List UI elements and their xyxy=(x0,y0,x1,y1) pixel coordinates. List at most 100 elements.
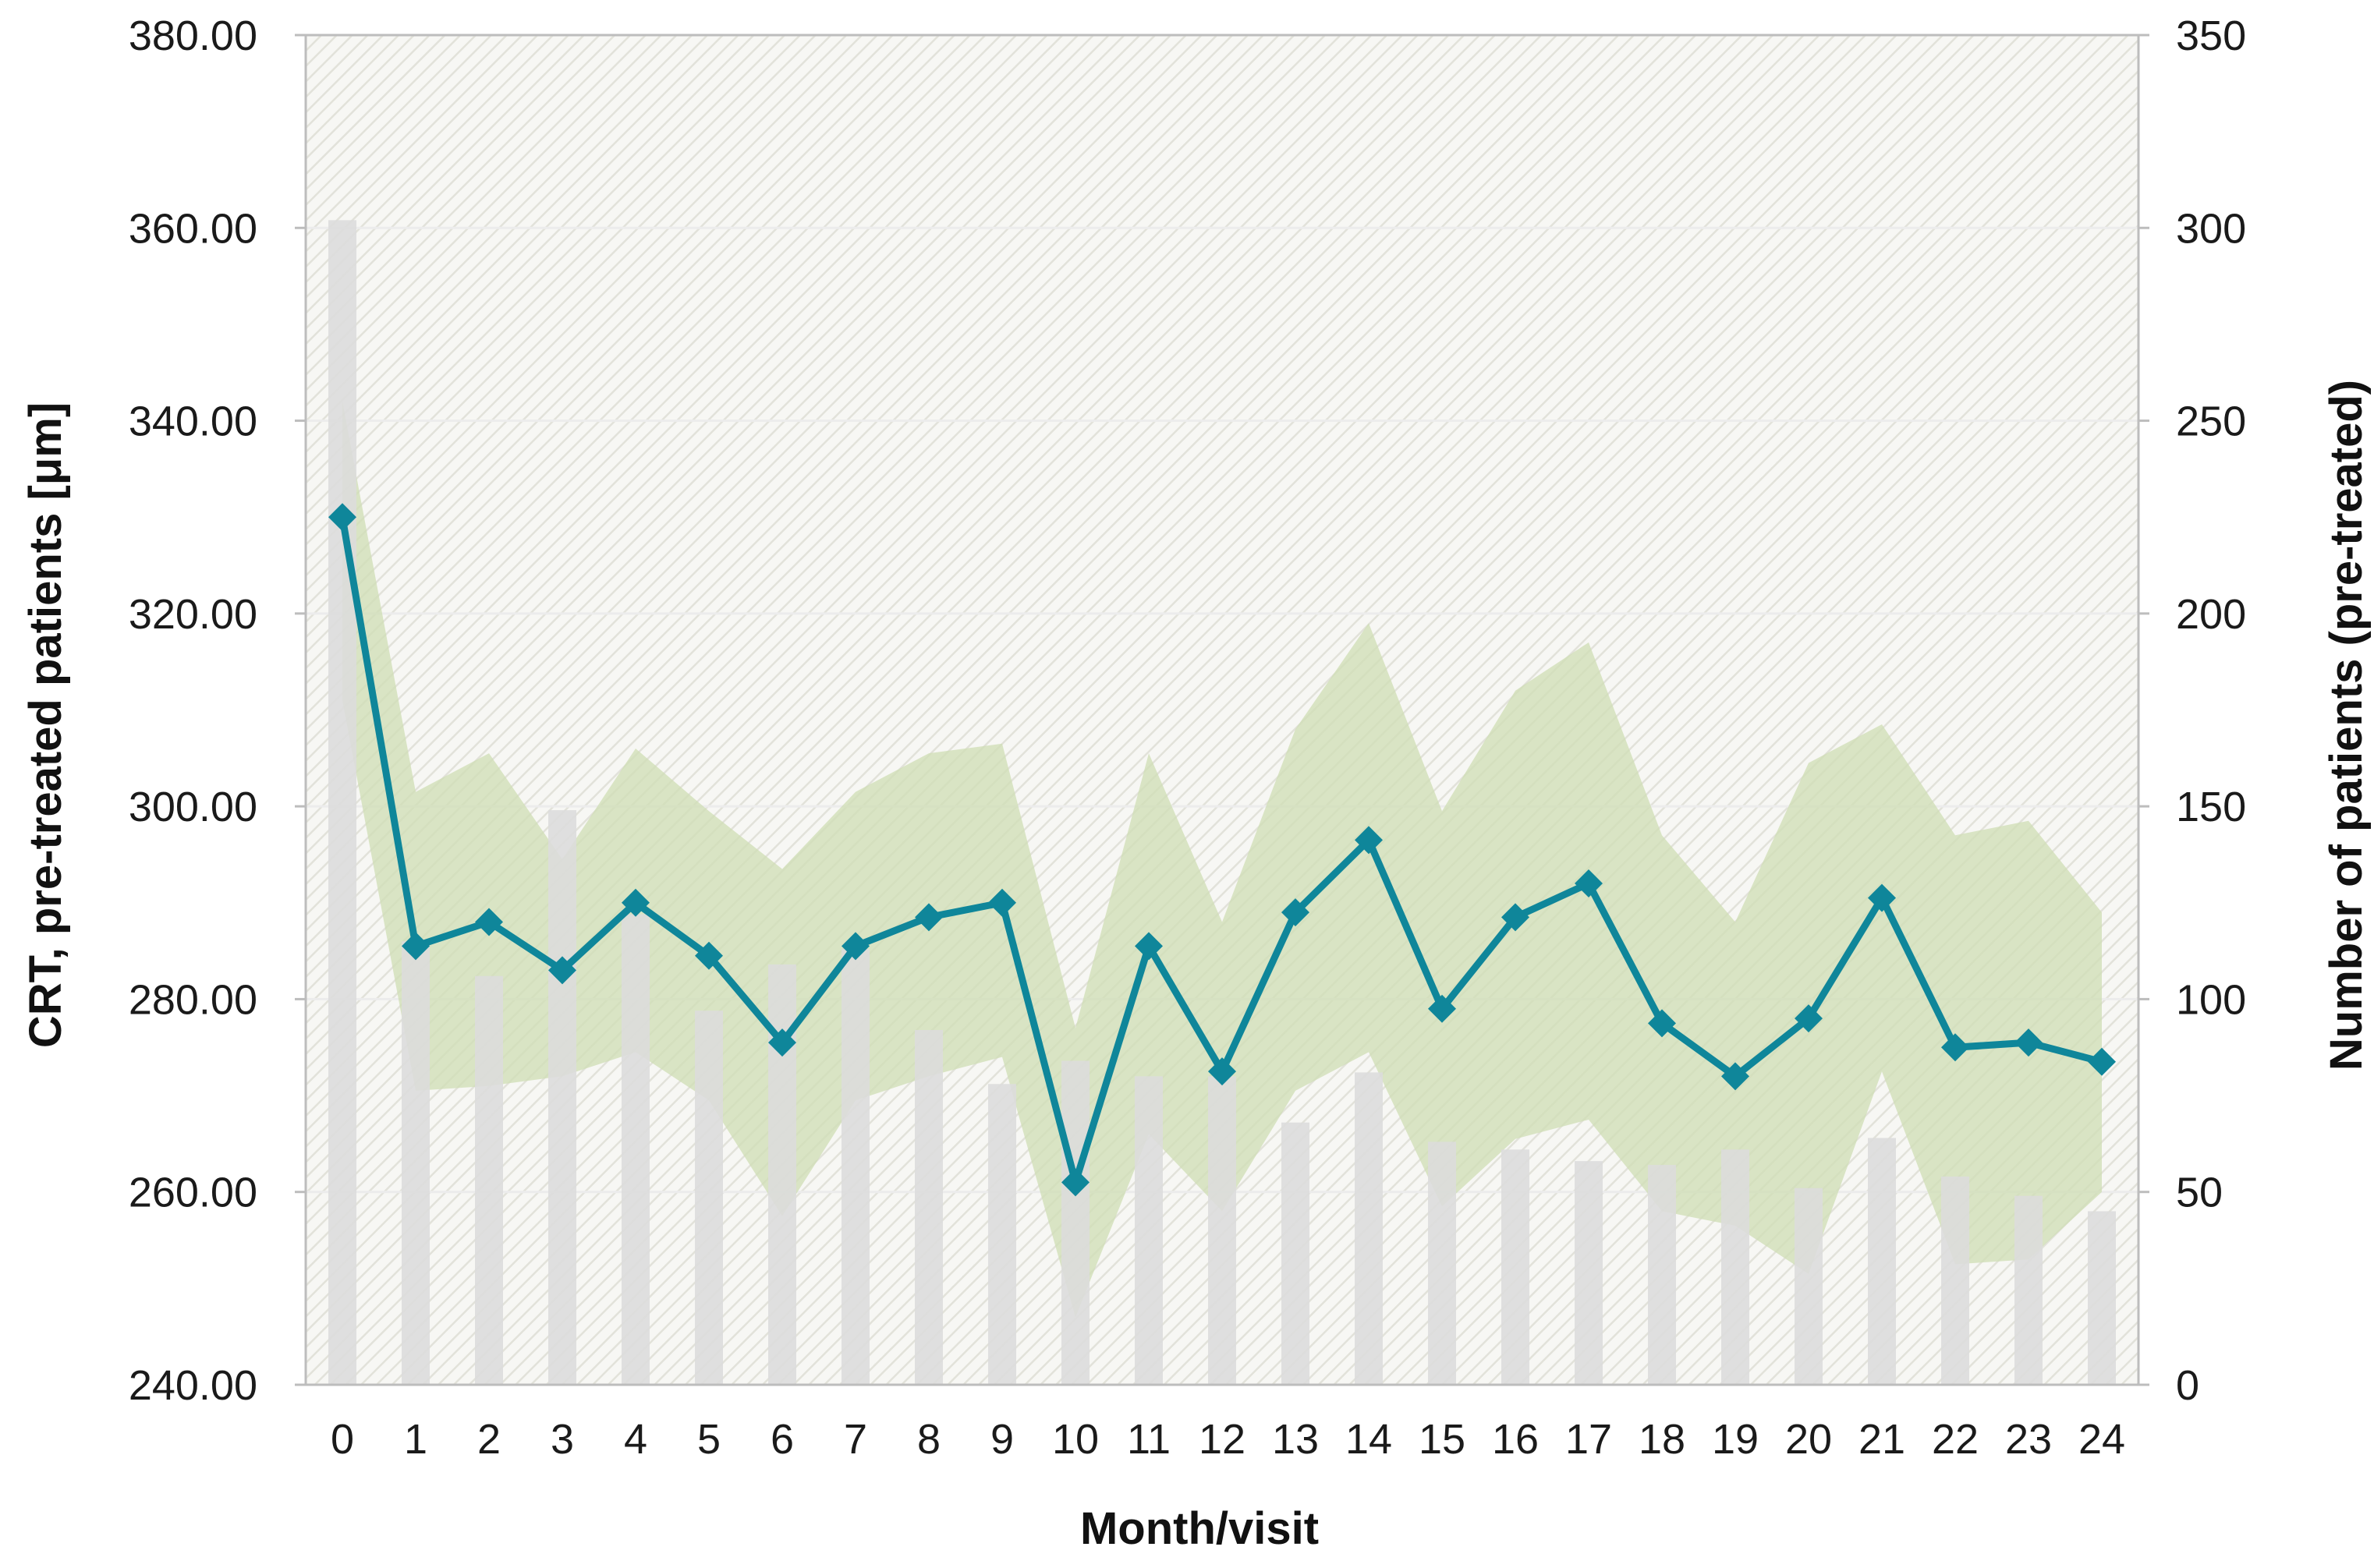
x-tick-label: 2 xyxy=(477,1416,501,1463)
x-tick-label: 5 xyxy=(697,1416,721,1463)
right-tick-label: 100 xyxy=(2176,976,2246,1023)
point-marker xyxy=(1648,1009,1676,1038)
left-tick-label: 280.00 xyxy=(129,976,257,1023)
point-marker xyxy=(1941,1033,1969,1062)
x-tick-label: 16 xyxy=(1492,1416,1539,1463)
point-marker xyxy=(2014,1028,2043,1057)
x-tick-label: 3 xyxy=(551,1416,574,1463)
bar xyxy=(1941,1176,1969,1385)
point-marker xyxy=(1795,1004,1823,1033)
right-tick-label: 50 xyxy=(2176,1170,2223,1216)
bar xyxy=(1721,1149,1749,1385)
x-tick-label: 6 xyxy=(771,1416,794,1463)
bar xyxy=(1135,1076,1163,1385)
left-tick-label: 260.00 xyxy=(129,1170,257,1216)
x-tick-label: 11 xyxy=(1127,1416,1171,1463)
point-marker xyxy=(328,503,356,532)
bar xyxy=(1575,1161,1603,1385)
bar xyxy=(548,810,576,1385)
point-marker xyxy=(915,903,943,932)
point-marker xyxy=(475,908,503,936)
x-tick-label: 12 xyxy=(1199,1416,1245,1463)
left-axis-ticks: 240.00 260.00 280.00 300.00 320.00 340.00 360.… xyxy=(129,12,306,1409)
bar xyxy=(915,1029,943,1385)
point-marker xyxy=(2088,1047,2116,1076)
point-marker xyxy=(1721,1062,1749,1091)
bar xyxy=(695,1011,723,1385)
bar xyxy=(2088,1211,2116,1385)
x-tick-label: 1 xyxy=(404,1416,427,1463)
x-tick-label: 4 xyxy=(624,1416,647,1463)
left-tick-label: 340.00 xyxy=(129,398,257,445)
x-axis-ticks: 0 1 2 3 4 5 6 7 8 9 10 11 12 13 14 15 16 17 18 19 20 21 22 23 24 xyxy=(331,1416,2125,1463)
point-marker xyxy=(402,932,430,961)
bar xyxy=(328,220,356,1385)
bar xyxy=(1061,1060,1090,1385)
bar xyxy=(2014,1195,2043,1385)
right-axis-ticks: 0 50 100 150 200 250 300 350 xyxy=(2138,12,2246,1409)
point-marker xyxy=(768,1028,796,1057)
right-tick-label: 200 xyxy=(2176,591,2246,638)
x-tick-label: 22 xyxy=(1932,1416,1979,1463)
bar xyxy=(988,1084,1016,1385)
plot-border xyxy=(304,34,2140,1386)
x-tick-label: 15 xyxy=(1419,1416,1465,1463)
bar xyxy=(1281,1122,1309,1385)
plot-frame xyxy=(304,34,2140,1386)
left-tick-label: 380.00 xyxy=(129,12,257,59)
point-marker xyxy=(1575,869,1603,898)
point-marker xyxy=(988,888,1016,917)
left-tick-label: 300.00 xyxy=(129,784,257,830)
point-marker xyxy=(1281,898,1309,927)
bar xyxy=(842,949,870,1385)
bar xyxy=(1208,1076,1236,1385)
point-marker xyxy=(1355,826,1383,855)
left-tick-label: 320.00 xyxy=(129,591,257,638)
point-marker xyxy=(1868,883,1896,912)
bar xyxy=(1795,1188,1823,1385)
x-tick-label: 0 xyxy=(331,1416,354,1463)
left-tick-label: 240.00 xyxy=(129,1362,257,1409)
bar xyxy=(1501,1149,1529,1385)
x-axis-title: Month/visit xyxy=(1080,1503,1319,1554)
x-tick-label: 13 xyxy=(1272,1416,1319,1463)
right-tick-label: 0 xyxy=(2176,1362,2199,1409)
x-tick-label: 17 xyxy=(1565,1416,1612,1463)
point-marker xyxy=(622,888,650,917)
x-tick-label: 10 xyxy=(1052,1416,1099,1463)
bar xyxy=(402,941,430,1385)
point-marker xyxy=(1135,932,1163,961)
x-tick-label: 20 xyxy=(1785,1416,1832,1463)
patient-count-bars xyxy=(328,220,2116,1385)
bar xyxy=(1868,1138,1896,1385)
x-tick-label: 23 xyxy=(2005,1416,2052,1463)
bar xyxy=(622,914,650,1385)
point-marker xyxy=(842,932,870,961)
left-tick-label: 360.00 xyxy=(129,205,257,252)
x-tick-label: 18 xyxy=(1639,1416,1685,1463)
right-axis-title: Number of patients (pre-treated) xyxy=(2321,380,2372,1071)
point-marker xyxy=(1061,1168,1090,1197)
bar xyxy=(1428,1141,1456,1385)
point-marker xyxy=(1501,903,1529,932)
point-marker xyxy=(1208,1057,1236,1086)
x-tick-label: 19 xyxy=(1712,1416,1759,1463)
right-tick-label: 150 xyxy=(2176,784,2246,830)
x-tick-label: 14 xyxy=(1345,1416,1392,1463)
point-marker xyxy=(1428,994,1456,1023)
left-axis-title: CRT, pre-treated patients [μm] xyxy=(20,402,71,1048)
point-marker xyxy=(548,956,576,985)
right-tick-label: 300 xyxy=(2176,205,2246,252)
x-tick-label: 21 xyxy=(1858,1416,1905,1463)
x-tick-label: 24 xyxy=(2078,1416,2125,1463)
x-tick-label: 8 xyxy=(917,1416,941,1463)
crt-line-series xyxy=(328,503,2116,1197)
x-tick-label: 7 xyxy=(844,1416,867,1463)
bar xyxy=(475,975,503,1385)
right-tick-label: 350 xyxy=(2176,12,2246,59)
point-marker xyxy=(695,941,723,970)
right-tick-label: 250 xyxy=(2176,398,2246,445)
x-tick-label: 9 xyxy=(990,1416,1014,1463)
